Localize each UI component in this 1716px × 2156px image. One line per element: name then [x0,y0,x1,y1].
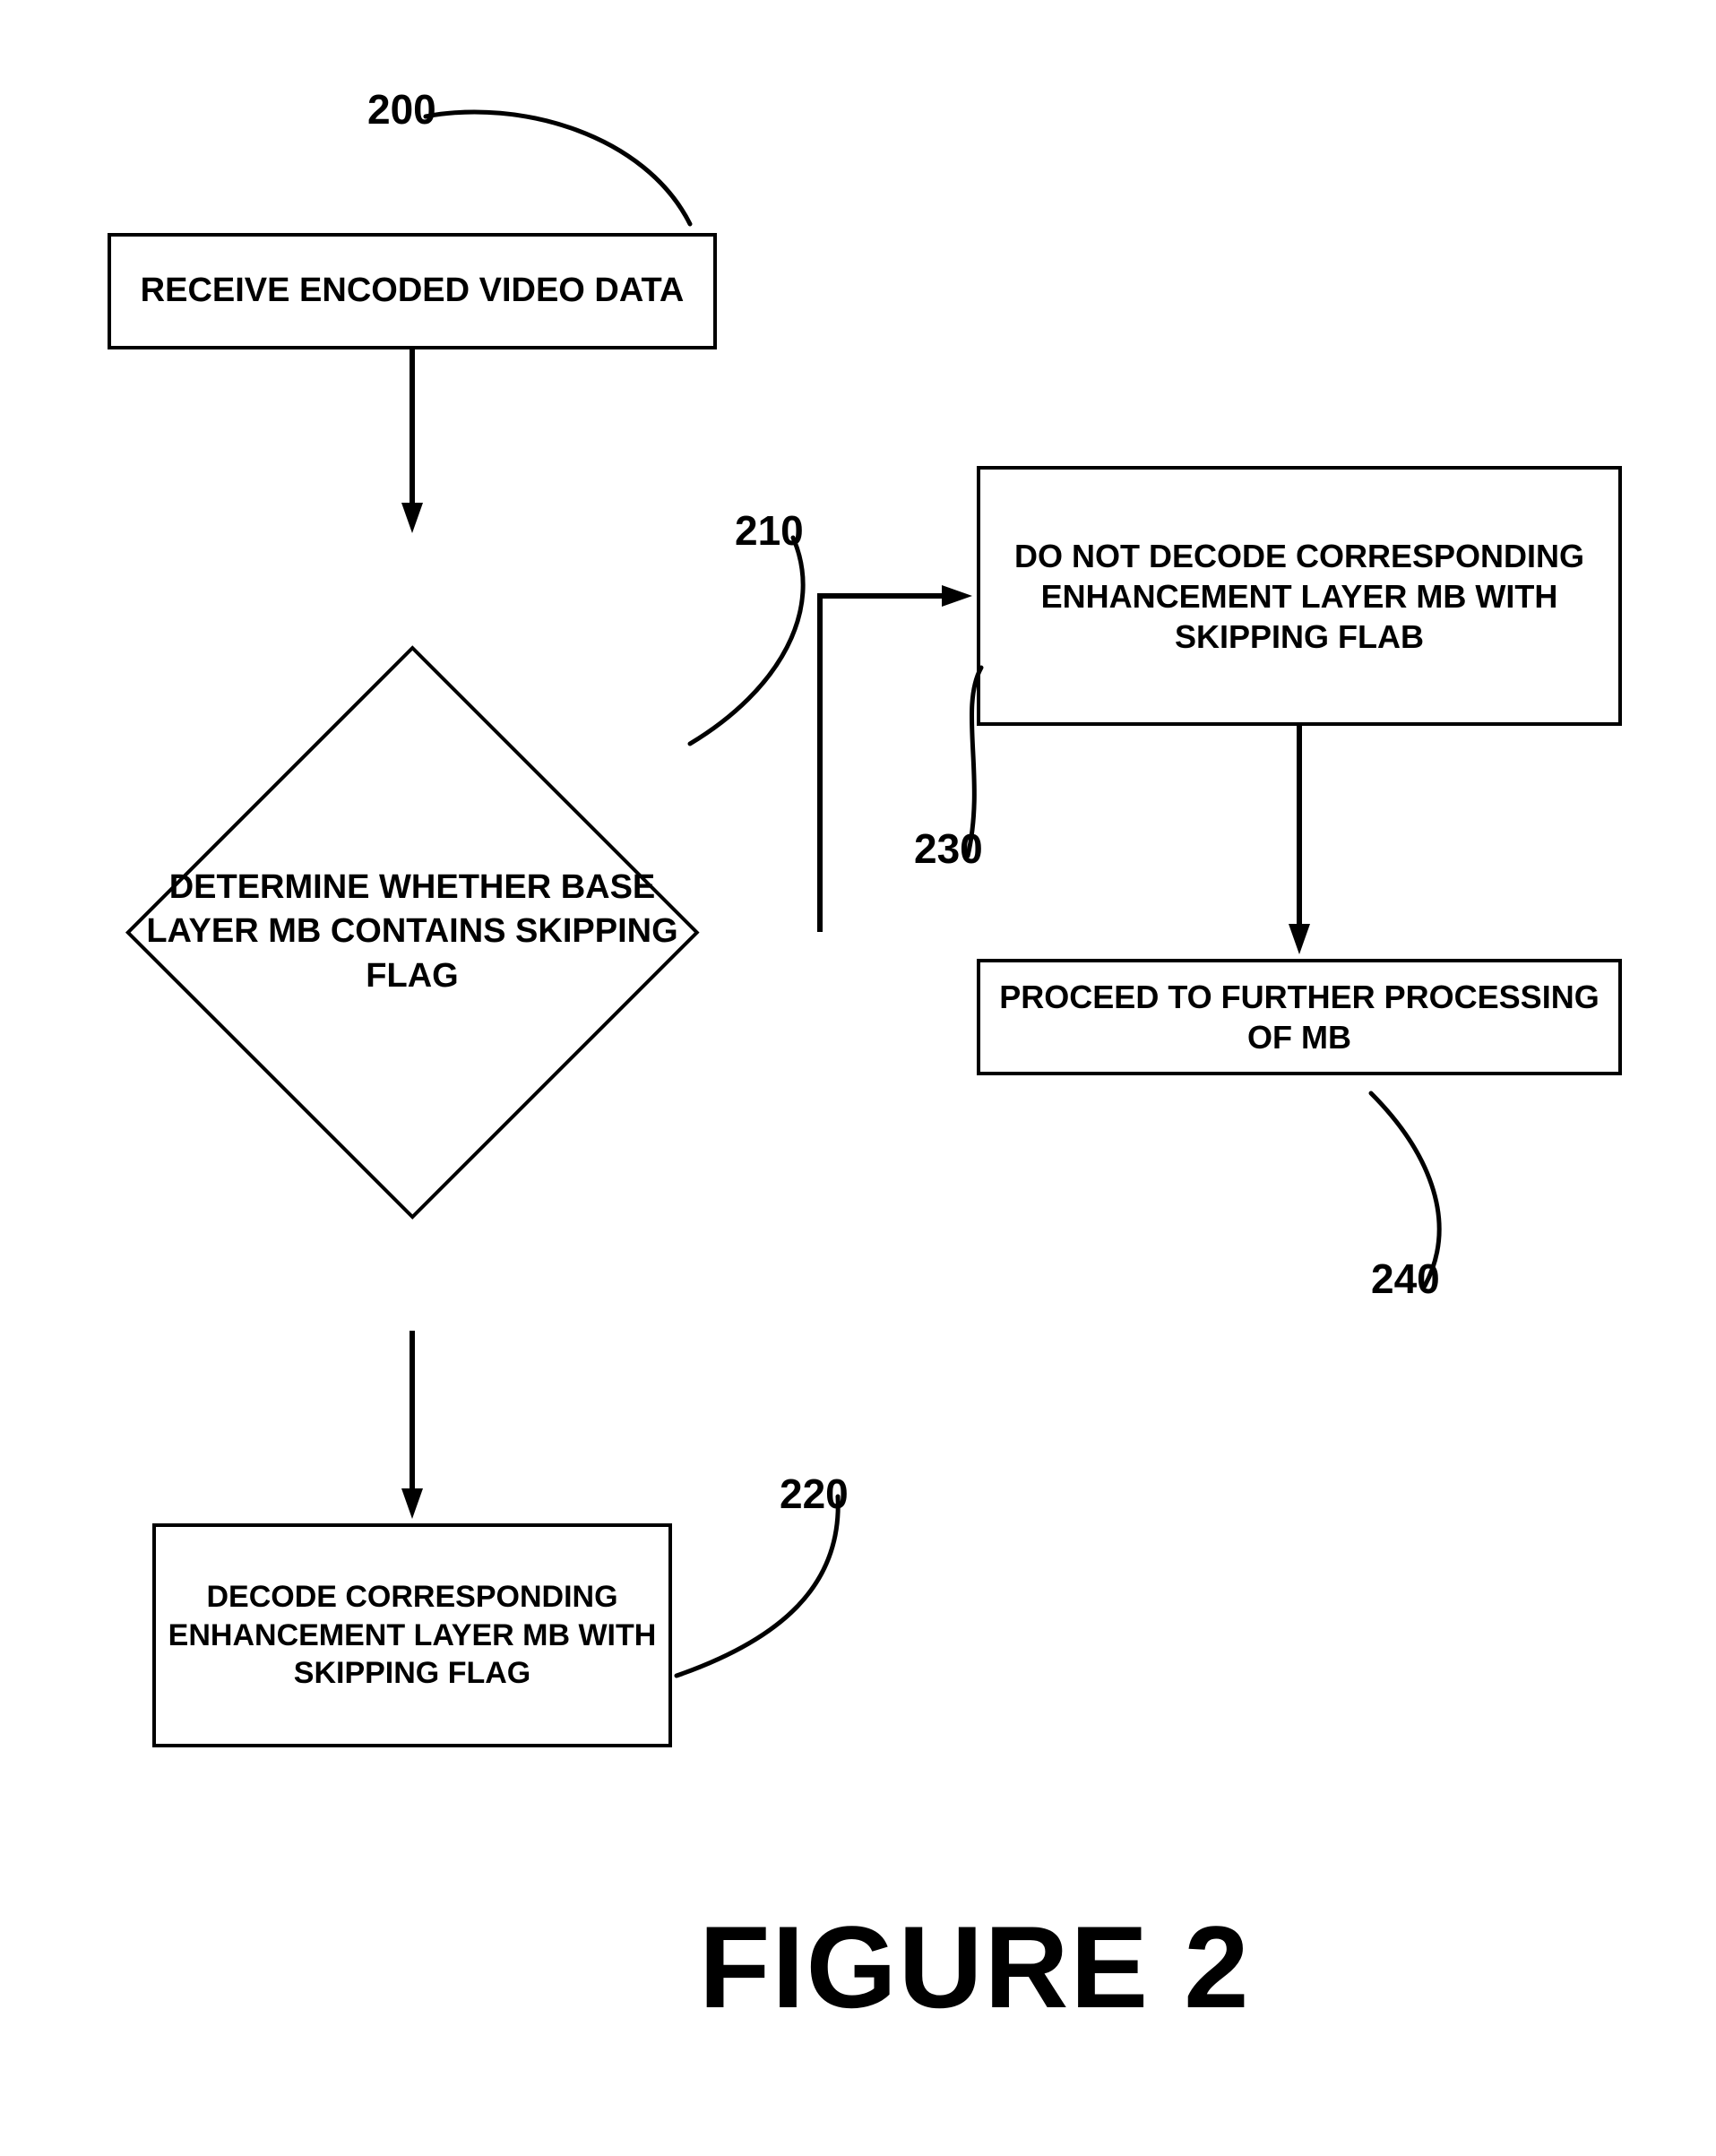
decision-text: DETERMINE WHETHER BASE LAYER MB CONTAINS… [125,798,699,1066]
callout-230: 230 [914,824,983,873]
process-box-proceed: PROCEED TO FURTHER PROCESSING OF MB [977,959,1622,1075]
process-box-receive: RECEIVE ENCODED VIDEO DATA [108,233,717,349]
decision-label: DETERMINE WHETHER BASE LAYER MB CONTAINS… [125,866,699,998]
callout-240-text: 240 [1371,1255,1440,1302]
callout-210-text: 210 [735,507,804,554]
decision-diamond: DETERMINE WHETHER BASE LAYER MB CONTAINS… [125,645,699,1219]
process-box-dont-decode: DO NOT DECODE CORRESPONDING ENHANCEMENT … [977,466,1622,726]
process-text-dont-decode: DO NOT DECODE CORRESPONDING ENHANCEMENT … [989,536,1609,657]
process-text-receive: RECEIVE ENCODED VIDEO DATA [141,270,685,313]
figure-label-text: FIGURE 2 [699,1902,1251,2032]
callout-230-text: 230 [914,825,983,872]
callout-200: 200 [367,85,436,134]
callout-240: 240 [1371,1255,1440,1303]
process-text-decode: DECODE CORRESPONDING ENHANCEMENT LAYER M… [165,1578,660,1693]
callout-220-text: 220 [780,1470,849,1517]
process-text-proceed: PROCEED TO FURTHER PROCESSING OF MB [989,977,1609,1057]
callout-210: 210 [735,506,804,555]
process-box-decode: DECODE CORRESPONDING ENHANCEMENT LAYER M… [152,1523,672,1747]
flowchart-canvas: RECEIVE ENCODED VIDEO DATA DECODE CORRES… [0,0,1716,2156]
figure-label: FIGURE 2 [699,1900,1251,2034]
callout-220: 220 [780,1470,849,1518]
callout-200-text: 200 [367,86,436,133]
